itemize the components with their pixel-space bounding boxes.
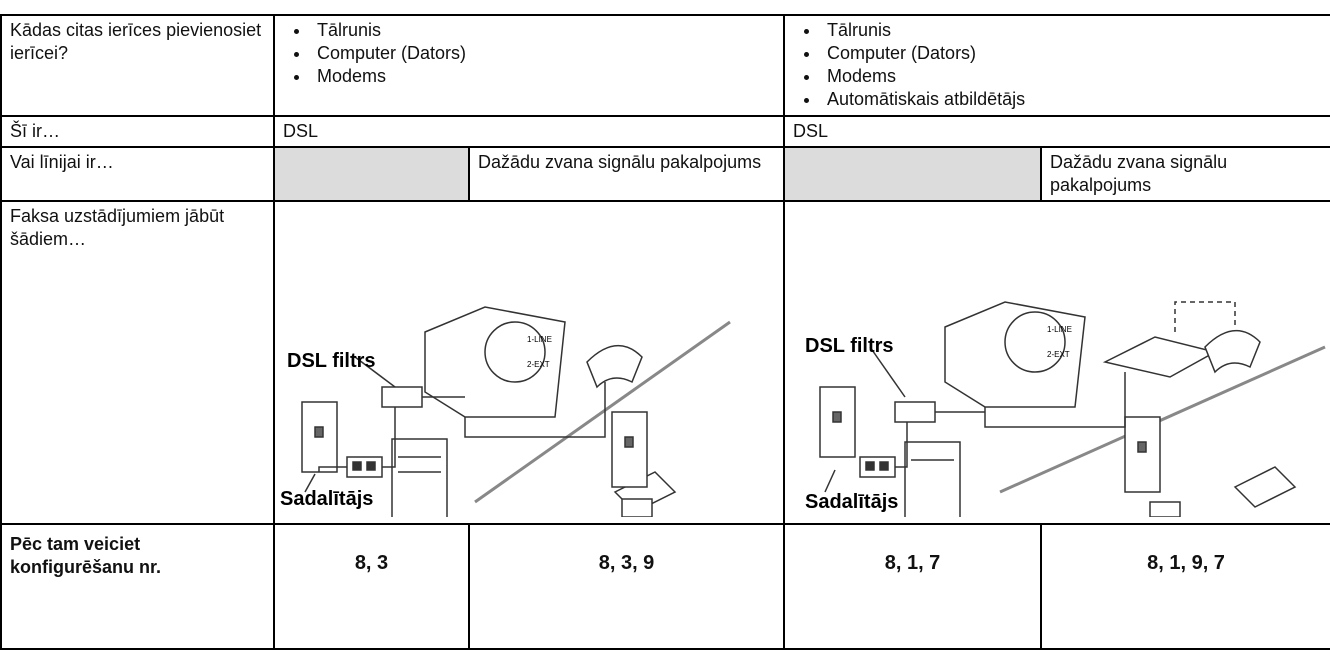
row-label: Faksa uzstādījumiem jābūt šādiem… bbox=[0, 200, 275, 525]
row-label: Pēc tam veiciet konfigurēšanu nr. bbox=[0, 523, 275, 650]
then-row: Pēc tam veiciet konfigurēšanu nr. 8, 3 8… bbox=[0, 523, 1330, 650]
type-row: Šī ir… DSL DSL bbox=[0, 115, 1330, 148]
port-label: 1-LINE bbox=[1047, 325, 1072, 334]
config-numbers: 8, 3, 9 bbox=[467, 523, 786, 650]
item: Automātiskais atbildētājs bbox=[821, 88, 1322, 111]
port-label: 1-LINE bbox=[527, 335, 552, 344]
port-label: 2-EXT bbox=[527, 360, 550, 369]
device-list: Tālrunis Computer (Dators) Modems bbox=[283, 19, 775, 88]
row-label: Šī ir… bbox=[0, 115, 275, 148]
devices-row: Kādas citas ierīces pievienosiet ierīcei… bbox=[0, 14, 1330, 117]
cell: DSL bbox=[783, 115, 1330, 148]
label: DSL filtrs bbox=[805, 335, 894, 357]
config-table: Kādas citas ierīces pievienosiet ierīcei… bbox=[0, 14, 1330, 650]
cell: DSL bbox=[272, 115, 786, 148]
cell: Dažādu zvana signālu pakalpojums bbox=[467, 146, 786, 202]
diagram: DSL filtrs Sadalītājs 1-LINE 2-EXT bbox=[805, 301, 1326, 520]
item: Modems bbox=[821, 65, 1322, 88]
item: Computer (Dators) bbox=[311, 42, 775, 65]
label: Sadalītājs bbox=[805, 491, 898, 513]
diagram: DSL filtrs Sadalītājs 1-LINE 2-EXT bbox=[280, 306, 731, 520]
empty-cell bbox=[273, 146, 470, 202]
item: Modems bbox=[311, 65, 775, 88]
settings-row: Faksa uzstādījumiem jābūt šādiem… DSL fi… bbox=[0, 200, 1330, 525]
item: Tālrunis bbox=[821, 19, 1322, 42]
port-label: 2-EXT bbox=[1047, 350, 1070, 359]
label: DSL filtrs bbox=[287, 350, 376, 372]
row-label: Vai līnijai ir… bbox=[0, 146, 275, 202]
config-numbers: 8, 1, 9, 7 bbox=[1040, 523, 1330, 650]
cell: Dažādu zvana signālu pakalpojums bbox=[1040, 146, 1330, 202]
row-label: Kādas citas ierīces pievienosiet ierīcei… bbox=[0, 14, 275, 117]
config-numbers: 8, 1, 7 bbox=[783, 523, 1043, 650]
line-row: Vai līnijai ir… Dažādu zvana signālu pak… bbox=[0, 146, 1330, 202]
item: Tālrunis bbox=[311, 19, 775, 42]
diagram-cell: DSL filtrs Sadalītājs 1-LINE 2-EXT bbox=[272, 200, 786, 525]
cell: Tālrunis Computer (Dators) Modems Automā… bbox=[783, 14, 1330, 117]
cell: Tālrunis Computer (Dators) Modems bbox=[272, 14, 786, 117]
diagram-cell: DSL filtrs Sadalītājs 1-LINE 2-EXT bbox=[783, 200, 1330, 525]
item: Computer (Dators) bbox=[821, 42, 1322, 65]
label: Sadalītājs bbox=[280, 488, 373, 510]
config-numbers: 8, 3 bbox=[273, 523, 470, 650]
device-list: Tālrunis Computer (Dators) Modems Automā… bbox=[793, 19, 1322, 111]
empty-cell bbox=[783, 146, 1043, 202]
